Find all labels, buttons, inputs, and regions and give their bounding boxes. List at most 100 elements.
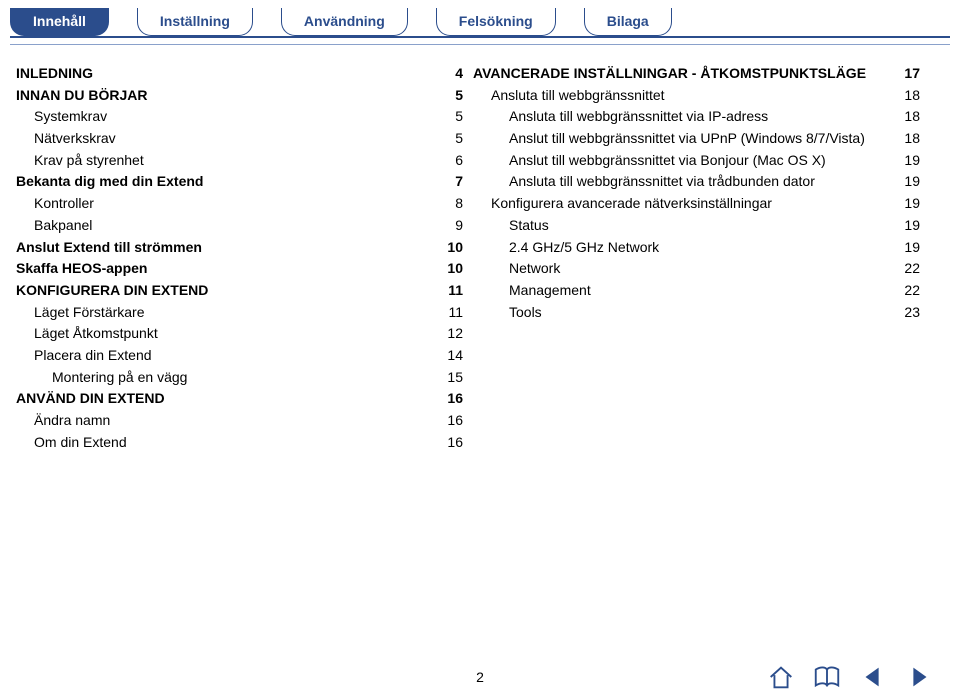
toc-row[interactable]: Kontroller 8 <box>16 193 463 215</box>
toc-label: Ändra namn <box>34 410 110 432</box>
toc-label: Läget Åtkomstpunkt <box>34 323 158 345</box>
toc-page: 19 <box>904 171 920 193</box>
toc-label: Status <box>509 215 549 237</box>
toc-label: Nätverkskrav <box>34 128 116 150</box>
toc-page: 17 <box>904 63 920 85</box>
toc-label: Tools <box>509 302 542 324</box>
toc-label: INLEDNING <box>16 63 93 85</box>
toc-row[interactable]: Management 22 <box>473 280 920 302</box>
toc-label: Bakpanel <box>34 215 92 237</box>
toc-label: Kontroller <box>34 193 94 215</box>
toc-label: Krav på styrenhet <box>34 150 144 172</box>
toc-page: 12 <box>447 323 463 345</box>
toc-label: Placera din Extend <box>34 345 152 367</box>
toc-row[interactable]: Anslut till webbgränssnittet via Bonjour… <box>473 150 920 172</box>
toc-label: Anslut till webbgränssnittet via Bonjour… <box>509 150 826 172</box>
toc-row[interactable]: Systemkrav5 <box>16 106 463 128</box>
toc-label: Läget Förstärkare <box>34 302 145 324</box>
toc-row[interactable]: Anslut till webbgränssnittet via UPnP (W… <box>473 128 920 150</box>
toc-row[interactable]: Nätverkskrav 5 <box>16 128 463 150</box>
toc-row[interactable]: Skaffa HEOS-appen10 <box>16 258 463 280</box>
tab-label: Bilaga <box>607 13 649 29</box>
toc-page: 22 <box>904 280 920 302</box>
toc-page: 11 <box>448 280 463 302</box>
toc-row[interactable]: Tools23 <box>473 302 920 324</box>
tab-label: Användning <box>304 13 385 29</box>
toc-page: 16 <box>447 410 463 432</box>
toc: INLEDNING4INNAN DU BÖRJAR5Systemkrav5Nät… <box>0 63 960 453</box>
tab-bilaga[interactable]: Bilaga <box>584 8 672 36</box>
toc-label: Management <box>509 280 591 302</box>
toc-row[interactable]: ANVÄND DIN EXTEND 16 <box>16 388 463 410</box>
toc-page: 18 <box>904 85 920 107</box>
toc-row[interactable]: Network 22 <box>473 258 920 280</box>
toc-row[interactable]: KONFIGURERA DIN EXTEND 11 <box>16 280 463 302</box>
toc-page: 16 <box>447 432 463 454</box>
toc-row[interactable]: Ansluta till webbgränssnittet via trådbu… <box>473 171 920 193</box>
toc-row[interactable]: INNAN DU BÖRJAR 5 <box>16 85 463 107</box>
tab-label: Innehåll <box>33 13 86 29</box>
next-icon[interactable] <box>904 662 934 692</box>
toc-page: 8 <box>455 193 463 215</box>
toc-page: 6 <box>455 150 463 172</box>
toc-row[interactable]: Montering på en vägg15 <box>16 367 463 389</box>
tab-installning[interactable]: Inställning <box>137 8 253 36</box>
toc-label: Systemkrav <box>34 106 107 128</box>
tab-innehall[interactable]: Innehåll <box>10 8 109 36</box>
toc-row[interactable]: Ändra namn 16 <box>16 410 463 432</box>
toc-page: 5 <box>455 85 463 107</box>
prev-icon[interactable] <box>858 662 888 692</box>
tab-label: Felsökning <box>459 13 533 29</box>
toc-label: Network <box>509 258 560 280</box>
toc-page: 4 <box>455 63 463 85</box>
toc-page: 9 <box>455 215 463 237</box>
toc-left-column: INLEDNING4INNAN DU BÖRJAR5Systemkrav5Nät… <box>16 63 463 453</box>
toc-label: Ansluta till webbgränssnittet via trådbu… <box>509 171 815 193</box>
toc-row[interactable]: Bekanta dig med din Extend 7 <box>16 171 463 193</box>
home-icon[interactable] <box>766 662 796 692</box>
toc-label: KONFIGURERA DIN EXTEND <box>16 280 208 302</box>
toc-row[interactable]: Läget Åtkomstpunkt 12 <box>16 323 463 345</box>
divider <box>10 44 950 45</box>
toc-page: 19 <box>904 193 920 215</box>
toc-row[interactable]: Krav på styrenhet 6 <box>16 150 463 172</box>
toc-page: 10 <box>447 237 463 259</box>
toc-page: 7 <box>455 171 463 193</box>
book-icon[interactable] <box>812 662 842 692</box>
toc-page: 14 <box>447 345 463 367</box>
toc-label: Anslut till webbgränssnittet via UPnP (W… <box>509 128 865 150</box>
toc-page: 22 <box>904 258 920 280</box>
toc-row[interactable]: Om din Extend 16 <box>16 432 463 454</box>
tab-label: Inställning <box>160 13 230 29</box>
toc-label: AVANCERADE INSTÄLLNINGAR - ÅTKOMSTPUNKTS… <box>473 63 866 85</box>
toc-label: INNAN DU BÖRJAR <box>16 85 147 107</box>
toc-row[interactable]: Konfigurera avancerade nätverksinställni… <box>473 193 920 215</box>
toc-label: ANVÄND DIN EXTEND <box>16 388 165 410</box>
toc-row[interactable]: 2.4 GHz/5 GHz Network19 <box>473 237 920 259</box>
toc-row[interactable]: INLEDNING 4 <box>16 63 463 85</box>
toc-row[interactable]: Placera din Extend 14 <box>16 345 463 367</box>
toc-label: Skaffa HEOS-appen <box>16 258 147 280</box>
toc-label: Anslut Extend till strömmen <box>16 237 202 259</box>
toc-page: 18 <box>904 128 920 150</box>
toc-right-column: AVANCERADE INSTÄLLNINGAR - ÅTKOMSTPUNKTS… <box>473 63 920 453</box>
toc-label: Om din Extend <box>34 432 127 454</box>
toc-row[interactable]: Anslut Extend till strömmen 10 <box>16 237 463 259</box>
page-number: 2 <box>476 669 484 685</box>
toc-page: 5 <box>455 128 463 150</box>
toc-page: 19 <box>904 150 920 172</box>
toc-row[interactable]: Ansluta till webbgränssnittet18 <box>473 85 920 107</box>
footer-icons <box>766 662 934 692</box>
tab-anvandning[interactable]: Användning <box>281 8 408 36</box>
top-tabs: Innehåll Inställning Användning Felsökni… <box>0 0 960 36</box>
toc-row[interactable]: Bakpanel 9 <box>16 215 463 237</box>
toc-page: 16 <box>447 388 463 410</box>
toc-row[interactable]: Status 19 <box>473 215 920 237</box>
toc-row[interactable]: AVANCERADE INSTÄLLNINGAR - ÅTKOMSTPUNKTS… <box>473 63 920 85</box>
toc-label: 2.4 GHz/5 GHz Network <box>509 237 659 259</box>
toc-page: 19 <box>904 215 920 237</box>
tab-felsokning[interactable]: Felsökning <box>436 8 556 36</box>
toc-row[interactable]: Ansluta till webbgränssnittet via IP-adr… <box>473 106 920 128</box>
toc-row[interactable]: Läget Förstärkare11 <box>16 302 463 324</box>
toc-label: Bekanta dig med din Extend <box>16 171 203 193</box>
